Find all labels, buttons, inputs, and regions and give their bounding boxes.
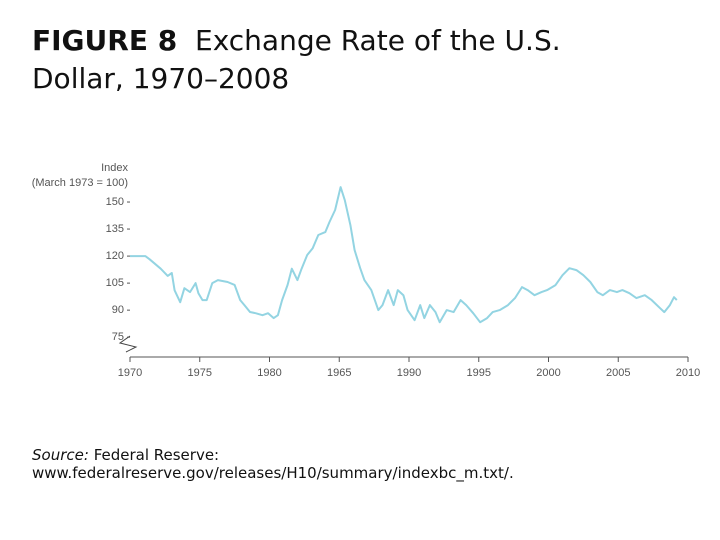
data-line (130, 186, 678, 324)
x-tick-label: 2000 (536, 367, 560, 379)
y-tick-label: 135 (106, 223, 124, 235)
y-axis-label: Index (101, 162, 128, 174)
source-text: Federal Reserve: www.federalreserve.gov/… (32, 446, 514, 482)
x-tick-label: 1990 (397, 367, 421, 379)
y-tick-label: 75 (112, 331, 124, 343)
x-tick-label: 1995 (467, 367, 491, 379)
y-tick-label: 90 (112, 304, 124, 316)
x-tick-label: 1975 (188, 367, 212, 379)
chart-title: Exchange Rate of the U.S. Dollar, 1970–2… (32, 24, 561, 95)
source: Source: Federal Reserve: www.federalrese… (32, 446, 692, 482)
y-tick-label: 105 (106, 277, 124, 289)
source-label: Source: (32, 446, 89, 464)
title: FIGURE 8 Exchange Rate of the U.S. Dolla… (32, 22, 592, 98)
x-tick-label: 1965 (327, 367, 351, 379)
x-tick-label: 1970 (118, 367, 142, 379)
axis-break (118, 335, 138, 353)
y-axis-sublabel: (March 1973 = 100) (32, 177, 128, 189)
x-tick-label: 2005 (606, 367, 630, 379)
y-tick-label: 120 (106, 250, 124, 262)
figure-label: FIGURE 8 (32, 24, 178, 57)
x-tick-label: 2010 (676, 367, 700, 379)
y-tick-label: 150 (106, 196, 124, 208)
x-tick-label: 1980 (257, 367, 281, 379)
